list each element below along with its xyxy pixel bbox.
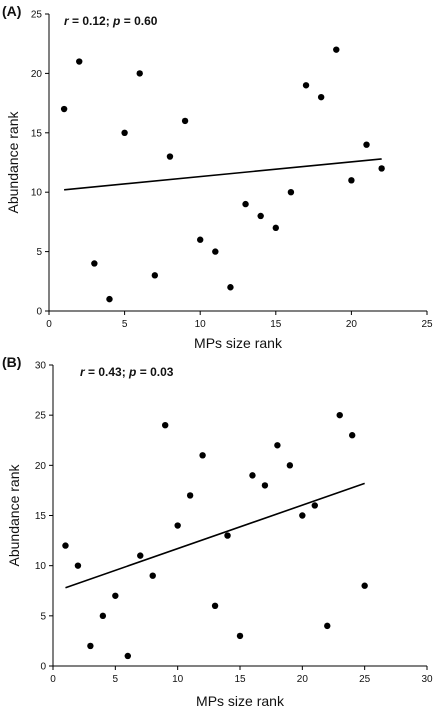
data-point [336,411,343,419]
data-point [124,652,131,660]
x-tick-label: 15 [234,674,246,685]
data-point [242,200,249,208]
regression-line [65,482,365,589]
data-point [274,442,281,449]
annotation-r-text: = 0.43; [85,365,129,379]
data-point [112,592,119,599]
x-tick-label: 5 [113,674,119,685]
data-point [212,248,219,255]
data-point [361,582,368,589]
data-point [74,562,82,569]
data-point [211,602,219,609]
x-tick-label: 5 [122,319,128,330]
x-tick-label: 25 [359,674,371,685]
data-point [121,129,128,136]
data-point [236,632,244,640]
data-point [87,642,94,650]
data-point [227,284,234,291]
data-point [151,272,159,279]
data-point [181,117,189,125]
correlation-annotation: r = 0.43; p = 0.03 [80,365,174,379]
y-tick-label: 20 [31,69,43,80]
y-axis-title: Abundance rank [6,464,22,567]
annotation-p-text: = 0.03 [136,365,173,379]
data-point [317,93,325,101]
data-point [349,432,356,439]
data-point [166,153,174,160]
data-point [287,189,295,196]
data-point [199,452,206,459]
panel-label: (B) [2,354,21,370]
data-point [136,70,143,77]
x-tick-label: 30 [421,674,433,685]
regression-line [64,158,382,191]
x-tick-label: 25 [421,319,433,330]
annotation-r-symbol: r [80,365,86,379]
scatter-panel-b: (B) 0 5 10 15 20 25 30 0 5 10 15 20 25 30 MPs size rank… [2,354,433,709]
y-tick-label: 15 [31,128,43,139]
data-point [62,542,69,549]
y-tick-label: 5 [36,247,42,258]
data-point [186,492,194,499]
data-point [137,552,144,559]
y-tick-label: 0 [36,307,42,318]
correlation-annotation: r = 0.12; p = 0.60 [64,14,158,28]
data-point [76,58,83,65]
data-point [91,260,98,267]
x-tick-label: 10 [195,319,207,330]
data-point [106,295,113,303]
data-point [249,472,256,479]
x-tick-label: 10 [172,674,184,685]
data-point [162,422,169,429]
data-point [272,224,279,232]
data-point [324,622,331,630]
data-point [299,512,306,519]
data-point [261,482,269,489]
x-tick-label: 15 [270,319,282,330]
scatter-panel-a: (A) 0 5 10 15 20 25 0 5 10 15 20 25 MPs size rank Abun… [2,3,433,351]
data-point [378,165,385,172]
data-point [363,141,370,148]
data-point [311,502,318,509]
x-tick-label: 20 [346,319,358,330]
y-tick-label: 0 [40,662,46,673]
y-tick-label: 30 [35,361,47,372]
data-point [286,462,294,469]
data-point [174,522,181,529]
y-tick-label: 15 [35,511,47,522]
x-tick-label: 0 [50,674,56,685]
data-point [348,177,355,184]
annotation-r-symbol: r [64,14,70,28]
data-point [257,212,264,220]
data-point [197,236,204,243]
x-tick-label: 20 [297,674,309,685]
data-point [302,82,310,89]
data-point [99,612,107,620]
panel-label: (A) [2,3,21,19]
y-tick-label: 5 [40,611,46,622]
data-point [60,105,68,113]
data-point [224,532,231,539]
x-axis-title: MPs size rank [196,693,285,709]
y-tick-label: 10 [31,188,43,199]
y-tick-label: 25 [35,411,47,422]
annotation-r-text: = 0.12; [69,14,113,28]
y-tick-label: 20 [35,461,47,472]
annotation-p-symbol: p [128,365,136,379]
y-tick-label: 10 [35,561,47,572]
y-axis-title: Abundance rank [5,111,21,214]
x-axis-title: MPs size rank [194,335,283,351]
y-tick-label: 25 [31,10,43,21]
annotation-p-text: = 0.60 [120,14,157,28]
data-point [149,572,156,579]
data-point [333,46,340,53]
x-tick-label: 0 [46,319,52,330]
annotation-p-symbol: p [112,14,120,28]
